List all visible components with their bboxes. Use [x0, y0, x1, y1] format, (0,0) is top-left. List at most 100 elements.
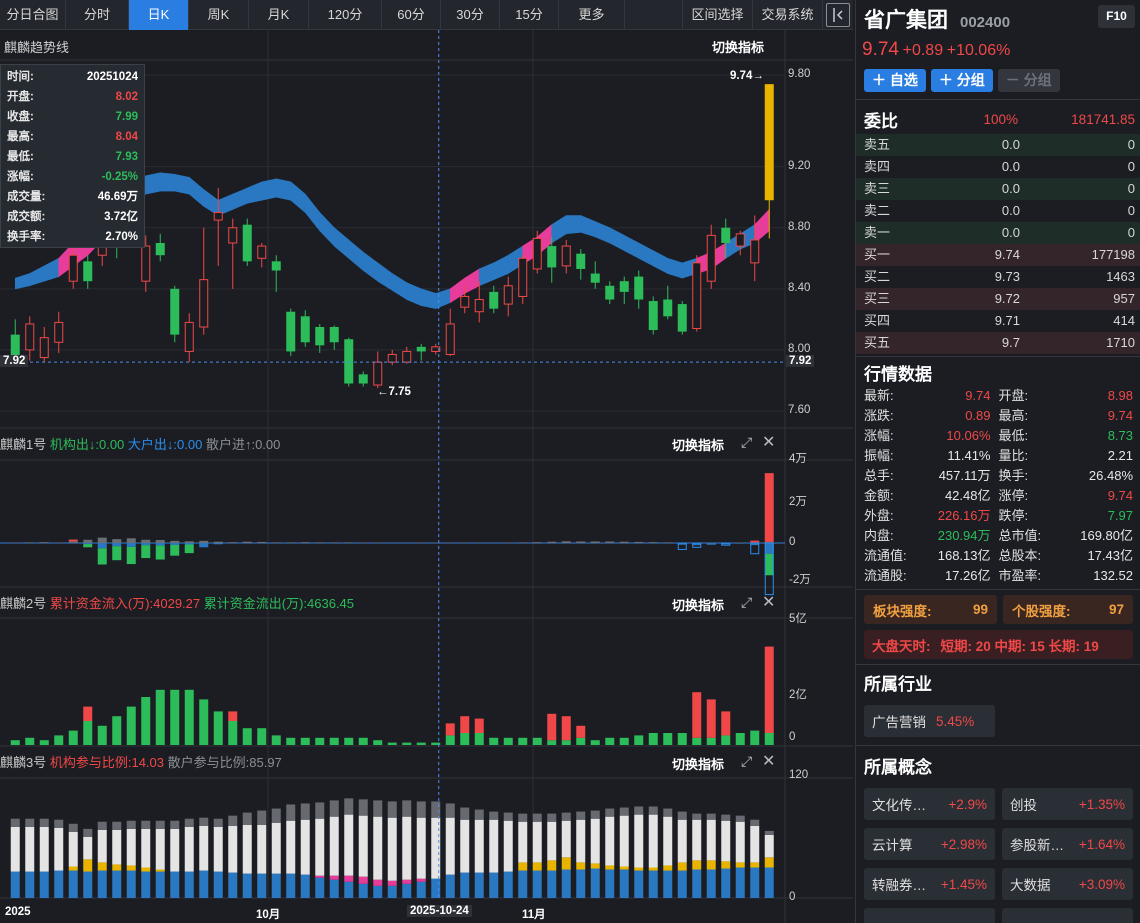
participation-inst-bar	[431, 878, 441, 898]
quote-label: 总手:	[864, 468, 894, 483]
kline-chart-svg[interactable]	[0, 30, 853, 923]
concept-tag[interactable]: 转融券… +1.45%	[864, 868, 995, 900]
expand-icon[interactable]: ⤢	[741, 594, 753, 610]
sector-strength-card[interactable]: 板块强度: 99	[864, 595, 997, 624]
flow-bar-outline	[677, 542, 687, 550]
bid-label: 买三	[864, 291, 891, 306]
tab-daily-k[interactable]: 日K	[129, 0, 189, 30]
x-tick-label: 2025	[5, 906, 31, 918]
tab-120min[interactable]: 120分	[309, 0, 382, 30]
bid-row[interactable]: 买一 9.74 177198	[856, 244, 1140, 266]
tooltip-row: 开盘: 8.02	[7, 87, 138, 107]
participation-large-bar	[663, 865, 673, 871]
trading-system-button[interactable]: 交易系统	[753, 0, 823, 30]
ask-row[interactable]: 卖一 0.0 0	[856, 222, 1140, 244]
tooltip-value: 3.72亿	[104, 211, 138, 223]
concept-tag-partial[interactable]	[1002, 908, 1133, 923]
ask-row[interactable]: 卖五 0.0 0	[856, 134, 1140, 156]
panel3-switch-indicator-button[interactable]: 切换指标	[672, 757, 725, 772]
close-icon[interactable]: ✕	[762, 434, 776, 451]
bid-row[interactable]: 买三 9.72 957	[856, 288, 1140, 310]
ask-row[interactable]: 卖四 0.0 0	[856, 156, 1140, 178]
flow-bar-inflow	[764, 473, 774, 542]
panel2-switch-indicator-button[interactable]: 切换指标	[672, 598, 725, 613]
quote-value: 132.52	[1093, 568, 1133, 583]
quote-cell: 换手: 26.48%	[999, 466, 1134, 486]
bid-volume: 957	[1113, 291, 1135, 306]
quote-label: 换手:	[998, 468, 1029, 483]
participation-retail-bar	[83, 837, 93, 860]
add-watchlist-button[interactable]: ＋ 自选	[864, 69, 926, 92]
participation-other-bar	[54, 819, 64, 828]
quote-label: 总股本:	[998, 548, 1042, 563]
expand-icon[interactable]: ⤢	[741, 434, 753, 450]
money-outflow-bar	[68, 730, 78, 745]
trend-band-segment	[652, 250, 669, 275]
f10-button[interactable]: F10	[1098, 5, 1135, 28]
concept-tag[interactable]: 创投 +1.35%	[1002, 788, 1133, 820]
participation-other-bar	[677, 811, 687, 820]
flow-bar-retail	[576, 541, 586, 543]
flow-bar-inst-out	[83, 544, 93, 548]
range-select-button[interactable]: 区间选择	[683, 0, 753, 30]
participation-inst-bar	[764, 867, 774, 898]
tab-intraday[interactable]: 分时	[66, 0, 129, 30]
trend-band-segment	[754, 208, 770, 244]
flow-bar-big-out	[83, 543, 93, 545]
add-group-button[interactable]: ＋ 分组	[930, 69, 993, 92]
ask-row[interactable]: 卖二 0.0 0	[856, 200, 1140, 222]
ask-price: 0.0	[1001, 159, 1020, 174]
participation-large-bar	[155, 869, 165, 872]
concept-tag[interactable]: 参股新… +1.64%	[1002, 828, 1133, 860]
kline-chart-area[interactable]: 麒麟趋势线 切换指标 时间: 20251024 开盘: 8.02 收盘: 7.99 最…	[0, 30, 853, 923]
tab-monthly-k[interactable]: 月K	[249, 0, 309, 30]
bid-row[interactable]: 买四 9.71 414	[856, 310, 1140, 332]
quote-row: 最新: 9.74 开盘: 8.98	[856, 386, 1140, 406]
participation-retail-bar	[242, 824, 252, 874]
close-icon[interactable]: ✕	[762, 594, 776, 611]
market-timing-label: 大盘天时:	[872, 638, 931, 654]
participation-large-bar	[764, 857, 774, 868]
money-outflow-bar	[54, 735, 64, 745]
tab-weekly-k[interactable]: 周K	[189, 0, 249, 30]
orderbook-ratio: 100%	[983, 112, 1018, 127]
industry-tag[interactable]: 广告营销 5.45%	[864, 705, 995, 737]
bid-row[interactable]: 买五 9.7 1710	[856, 332, 1140, 354]
tooltip-value: 7.93	[115, 151, 138, 163]
ask-row[interactable]: 卖三 0.0 0	[856, 178, 1140, 200]
collapse-panel-icon[interactable]	[826, 3, 850, 27]
candle-body	[257, 245, 267, 259]
tab-60min[interactable]: 60分	[382, 0, 441, 30]
tab-more[interactable]: 更多	[559, 0, 625, 30]
trend-band-segment	[246, 181, 263, 204]
quote-row: 涨幅: 10.06% 最低: 8.73	[856, 426, 1140, 446]
participation-other-bar	[416, 801, 426, 818]
remove-group-button[interactable]: － 分组	[997, 69, 1060, 92]
stock-strength-card[interactable]: 个股强度: 97	[1003, 595, 1133, 624]
participation-other-bar	[750, 819, 760, 826]
ask-price: 0.0	[1001, 137, 1020, 152]
concept-tag-partial[interactable]	[864, 908, 995, 923]
participation-inst-bar	[721, 868, 731, 898]
market-timing-card[interactable]: 大盘天时: 短期: 20 中期: 15 长期: 19	[864, 630, 1133, 659]
concept-tag[interactable]: 文化传… +2.9%	[864, 788, 995, 820]
bid-row[interactable]: 买二 9.73 1463	[856, 266, 1140, 288]
concept-tag[interactable]: 大数据 +3.09%	[1002, 868, 1133, 900]
participation-other-bar	[692, 813, 702, 820]
participation-large-bar	[83, 859, 93, 872]
close-icon[interactable]: ✕	[762, 753, 776, 770]
concept-tag[interactable]: 云计算 +2.98%	[864, 828, 995, 860]
main-switch-indicator-button[interactable]: 切换指标	[712, 40, 765, 55]
tab-combined-day[interactable]: 分日合图	[0, 0, 66, 30]
participation-other-bar	[257, 810, 267, 825]
money-outflow-bar	[721, 735, 731, 745]
tab-15min[interactable]: 15分	[500, 0, 559, 30]
participation-retail-bar	[213, 826, 223, 872]
participation-retail-bar	[416, 817, 426, 879]
concept-name: 文化传…	[872, 798, 926, 813]
y-tick-label: 8.00	[788, 343, 811, 355]
tab-30min[interactable]: 30分	[441, 0, 500, 30]
flow-bar-retail	[112, 539, 122, 543]
expand-icon[interactable]: ⤢	[741, 753, 753, 769]
panel1-switch-indicator-button[interactable]: 切换指标	[672, 438, 725, 453]
